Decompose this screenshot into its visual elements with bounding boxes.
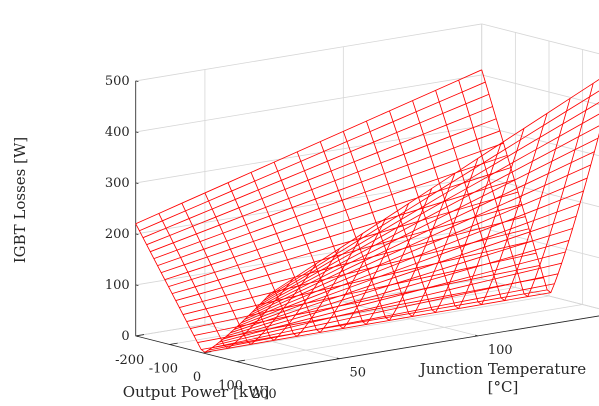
grid-line	[481, 23, 599, 55]
x-tick-label: -200	[115, 353, 144, 368]
y-tick-label: 50	[350, 366, 367, 381]
mesh-line-const-power	[270, 79, 599, 294]
z-tick-mark	[135, 335, 139, 337]
z-tick-label: 400	[105, 125, 130, 140]
mesh-line-const-power	[233, 203, 581, 330]
mesh-line-const-power	[171, 191, 519, 295]
grid-line	[135, 176, 482, 235]
mesh-line-const-power	[222, 240, 570, 340]
z-tick-mark	[135, 284, 139, 286]
z-tick-label: 200	[105, 227, 130, 242]
y-axis-label-unit: [°C]	[488, 378, 519, 396]
mesh-line-const-power	[164, 167, 511, 281]
mesh-line-const-power	[161, 154, 508, 274]
y-tick-label: 100	[488, 343, 513, 358]
z-tick-label: 500	[105, 74, 130, 89]
z-tick-label: 100	[105, 278, 130, 293]
x-axis-label: Output Power [kW]	[123, 383, 269, 401]
z-tick-mark	[135, 182, 139, 184]
mesh-line-const-power	[226, 228, 573, 337]
mesh-line-const-temperature	[181, 203, 317, 345]
mesh-line-const-temperature	[458, 79, 594, 298]
mesh-line-const-temperature	[435, 90, 571, 302]
mesh-line-const-power	[248, 151, 595, 317]
mesh-line-const-temperature	[481, 69, 599, 294]
mesh-line-const-power	[153, 130, 501, 260]
mesh-line-const-power	[208, 283, 555, 351]
grid-line	[481, 278, 599, 310]
grid-line	[481, 74, 599, 106]
grid-line	[169, 287, 516, 345]
mesh-line-const-power	[266, 90, 599, 298]
mesh-line-const-power	[241, 177, 588, 324]
mesh-line-const-power	[230, 215, 577, 334]
mesh-line-const-power	[193, 265, 540, 336]
y-axis-line	[270, 315, 599, 371]
mesh-line-const-power	[255, 125, 599, 309]
x-tick-mark	[135, 334, 145, 337]
x-tick-label: 0	[193, 370, 201, 385]
mesh-line-const-power	[168, 179, 515, 288]
mesh-line-const-power	[251, 137, 599, 313]
mesh-line-const-temperature	[250, 172, 386, 333]
mesh-line-const-power	[215, 262, 562, 346]
mesh-line-const-power	[237, 190, 584, 327]
mesh-line-const-power	[139, 81, 486, 232]
y-axis-label: Junction Temperature	[418, 360, 586, 378]
mesh-line-const-power	[259, 113, 599, 306]
x-tick-label: 100	[218, 379, 243, 394]
grid-lines	[135, 23, 599, 371]
y-tick-mark	[475, 334, 478, 337]
grid-line	[236, 304, 583, 362]
x-tick-label: -100	[149, 362, 178, 377]
mesh-line-const-temperature	[365, 120, 502, 314]
mesh-line-const-temperature	[412, 100, 548, 306]
mesh-line-const-power	[219, 251, 566, 343]
mesh-line-const-power	[150, 118, 497, 253]
grid-line	[204, 324, 340, 360]
mesh-line-const-power	[186, 240, 533, 322]
x-tick-mark	[236, 359, 246, 362]
mesh-line-const-power	[146, 106, 493, 246]
mesh-line-const-power	[244, 164, 591, 320]
tick-labels: -200-1000100200501001500100200300400500	[105, 74, 513, 402]
z-axis-label: IGBT Losses [W]	[11, 137, 29, 264]
mesh-line-const-power	[175, 203, 522, 301]
mesh-line-const-power	[201, 289, 548, 350]
mesh-line-const-power	[157, 142, 504, 267]
grid-line	[481, 278, 599, 310]
x-tick-mark	[202, 351, 212, 354]
axis-lines	[135, 80, 599, 371]
y-tick-mark	[336, 357, 340, 360]
mesh-line-const-power	[197, 277, 544, 343]
mesh-line-const-power	[204, 292, 551, 353]
mesh-line-const-temperature	[342, 131, 479, 318]
mesh-line-const-temperature	[204, 192, 340, 341]
x-tick-mark	[270, 368, 279, 371]
x-tick-label: 200	[252, 387, 277, 402]
x-tick-mark	[169, 342, 178, 345]
mesh-line-const-temperature	[227, 182, 363, 337]
grid-line	[343, 301, 478, 337]
grid-line	[202, 295, 550, 354]
z-tick-mark	[135, 233, 139, 235]
mesh-line-const-power	[212, 273, 559, 349]
z-tick-label: 300	[105, 176, 130, 191]
z-tick-mark	[135, 80, 139, 82]
mesh-line-const-temperature	[273, 162, 410, 329]
grid-line	[135, 74, 482, 133]
mesh-line-const-power	[135, 69, 482, 225]
grid-line	[135, 23, 482, 82]
z-tick-mark	[135, 131, 139, 133]
mesh-line-const-temperature	[319, 141, 456, 322]
z-tick-label: 0	[121, 329, 129, 344]
surface-mesh	[135, 69, 599, 353]
mesh-line-const-temperature	[296, 151, 433, 326]
mesh-line-const-power	[142, 93, 490, 239]
grid-line	[135, 227, 482, 286]
mesh-line-const-power	[262, 102, 599, 302]
